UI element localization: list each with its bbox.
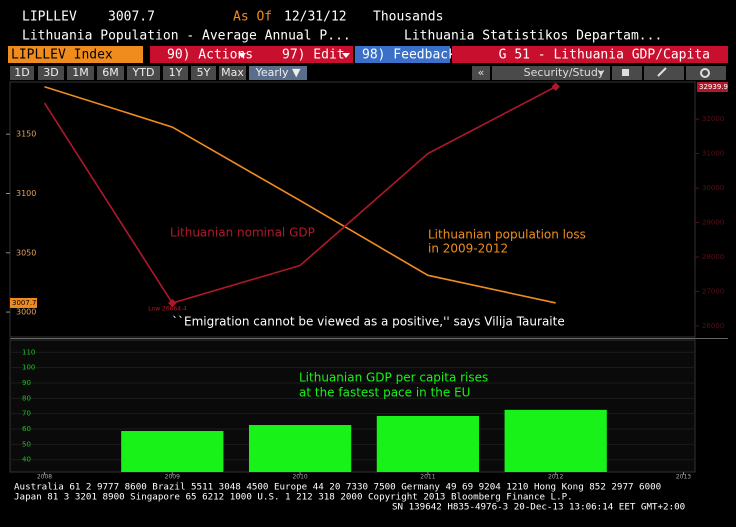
y-tick-label: 3000 [16,308,36,317]
icon [700,68,710,78]
annotation: Lithuanian GDP per capita rises [299,371,488,385]
y-tick-label: 110 [22,348,35,356]
last-tag [10,297,37,308]
y-tick-label: 3050 [16,248,36,257]
study[interactable]: Security/Study [524,66,605,79]
y-tick-label: 90 [22,379,31,387]
last-value: 3007.7 [108,10,155,25]
bar [121,431,224,472]
x-tick-label: 2011 [420,474,435,481]
range-label[interactable]: Max [221,66,244,79]
y-tick-label: 3150 [16,130,36,139]
source: Lithuania Statistikos Departam... [404,29,662,44]
range-tab[interactable] [191,66,216,80]
range-tab[interactable] [219,66,246,80]
x-tick-label: 2012 [548,474,563,481]
x-tick-label: 2008 [37,474,52,481]
range-label[interactable]: 1M [72,66,89,79]
y-tick-label: 80 [22,394,31,402]
x-tick-label: 2013 [676,474,691,481]
range-tab[interactable] [163,66,188,80]
annotation: Lithuanian population loss [428,228,586,242]
actions-menu[interactable]: 90) Actions [167,48,253,63]
bar [376,415,480,472]
ticker: LIPLLEV [22,10,77,25]
units: Thousands [373,10,443,25]
back-button[interactable] [472,66,490,80]
dropdown-icon[interactable] [598,71,604,75]
range-tab[interactable] [127,66,160,80]
series-line [43,85,557,304]
y2-tick-label: 30000 [702,184,724,192]
range-tab[interactable] [249,66,307,80]
range-label[interactable]: Yearly ▼ [255,66,301,79]
y-tick-label: 70 [22,410,31,418]
as-of-label: As Of [233,10,272,25]
range-label[interactable]: YTD [132,66,155,79]
footer-line: SN 139642 H835-4976-3 20-Dec-13 13:06:14… [392,502,685,513]
as-of-date: 12/31/12 [284,10,347,25]
y2-tick-label: 26000 [702,322,724,330]
function-title: G 51 - Lithuania GDP/Capita [499,48,710,63]
y-tick-label: 100 [22,364,35,372]
range-label[interactable]: 3D [43,66,58,79]
range-label[interactable]: 1Y [169,66,183,79]
y2-tick-label: 32000 [702,115,724,123]
x-tick-label: 2009 [165,474,180,481]
dropdown-icon[interactable] [342,53,350,58]
icon [622,69,629,76]
y2-tick-label: 29000 [702,219,724,227]
y-tick-label: 40 [22,456,31,464]
main-panel [9,81,696,338]
y2-tick-label: 31000 [702,150,724,158]
security-box[interactable] [8,46,143,63]
menu-bar [150,46,353,63]
range-tab[interactable] [97,66,124,80]
range-label[interactable]: 1D [14,66,29,79]
security[interactable]: LIPLLEV Index [11,48,113,63]
y2-tick-label: 27000 [702,287,724,295]
icon-button[interactable] [644,66,684,80]
y-tick-label: 60 [22,425,31,433]
footer-line: Japan 81 3 3201 8900 Singapore 65 6212 1… [14,492,573,503]
range-label[interactable]: 6M [102,66,119,79]
bar [248,425,352,472]
quote: ``Emigration cannot be viewed as a posit… [172,315,565,329]
annotation: in 2009-2012 [428,242,508,256]
icon [657,67,667,77]
function-box [452,46,728,63]
range-tab[interactable] [38,66,64,80]
series-line [44,85,556,304]
series-title: Lithuania Population - Average Annual P.… [22,29,351,44]
dropdown-icon[interactable] [238,53,246,58]
range-label[interactable]: 5Y [197,66,211,79]
feedback-box[interactable] [355,46,450,63]
y2-tick-label: 28000 [702,253,724,261]
range-tab[interactable] [10,66,34,80]
footer-line: Australia 61 2 9777 8600 Brazil 5511 304… [14,482,661,493]
bar [504,409,607,472]
last-tag [697,82,728,92]
last-tag-label: 3007.7 [12,299,37,307]
icon-button[interactable] [686,66,726,80]
feedback[interactable]: 98) Feedback [362,48,456,63]
last-tag-label: 32939.9 [699,83,728,91]
y-tick-label: 3100 [16,189,36,198]
low-label: Low 26664.4 [148,306,187,313]
study-button[interactable] [492,66,610,80]
back[interactable]: « [478,66,485,79]
y-tick-label: 50 [22,440,31,448]
x-tick-label: 2010 [292,474,307,481]
edit-menu[interactable]: 97) Edit [282,48,345,63]
annotation: at the fastest pace in the EU [299,386,470,400]
annotation: Lithuanian nominal GDP [170,226,315,240]
point-marker [168,298,177,308]
range-tab[interactable] [67,66,94,80]
